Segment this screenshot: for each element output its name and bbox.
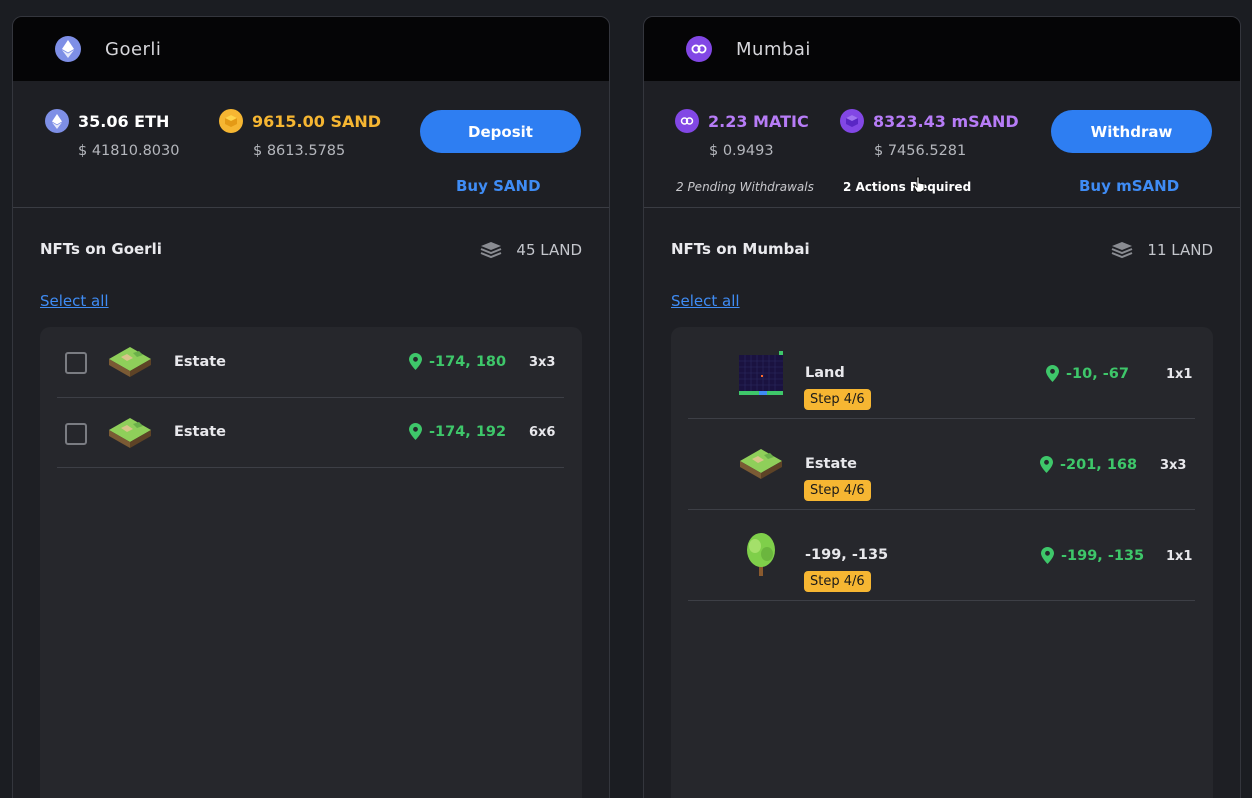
item-size: 6x6 [529,425,556,440]
polygon-icon [686,36,712,62]
actions-required[interactable]: 2 Actions Required [843,180,972,194]
polygon-icon [675,109,699,133]
ethereum-icon [45,109,69,133]
nfts-header: NFTs on Goerli 45 LAND [13,208,609,294]
goerli-wallet: 35.06 ETH $ 41810.8030 9615.00 SAND $ 86… [13,81,609,208]
buy-sand-link[interactable]: Buy SAND [456,177,541,195]
step-badge: Step 4/6 [804,480,871,501]
location-pin-icon [1041,547,1054,564]
layers-icon [1112,242,1133,259]
nft-list: Estate -174, 180 3x3 Estate -174, 192 6x… [40,327,582,798]
item-coords: -174, 192 [409,423,506,440]
nfts-title: NFTs on Goerli [40,240,162,258]
location-pin-icon [409,353,422,370]
land-count: 11 LAND [1111,241,1213,259]
msand-balance: 8323.43 mSAND [840,109,1019,133]
item-coords-label: -174, 192 [429,423,507,440]
nfts-title: NFTs on Mumbai [671,240,810,258]
item-size: 3x3 [529,355,556,370]
mumbai-header: Mumbai [644,17,1240,81]
land-count: 45 LAND [480,241,582,259]
land-count-label: 11 LAND [1147,241,1213,259]
tree-icon [743,532,779,582]
step-badge: Step 4/6 [804,571,871,592]
location-pin-icon [409,423,422,440]
location-pin-icon [1040,456,1053,473]
list-item[interactable]: Estate Step 4/6 -201, 168 3x3 [688,419,1195,510]
list-item[interactable]: Land Step 4/6 -10, -67 1x1 [688,327,1195,419]
item-checkbox[interactable] [65,352,87,374]
land-map-icon [737,351,785,403]
network-name: Mumbai [736,38,811,60]
mumbai-wallet: 2.23 MATIC $ 0.9493 8323.43 mSAND $ 7456… [644,81,1240,208]
list-item[interactable]: -199, -135 Step 4/6 -199, -135 1x1 [688,510,1195,601]
deposit-button[interactable]: Deposit [420,110,581,153]
item-coords-label: -174, 180 [429,353,507,370]
item-coords-label: -10, -67 [1066,365,1129,382]
step-badge: Step 4/6 [804,389,871,410]
goerli-panel: Goerli 35.06 ETH $ 41810.8030 9615.00 SA… [12,16,610,798]
select-all-link[interactable]: Select all [671,292,740,310]
estate-tile-icon [107,416,153,454]
msand-amount: 8323.43 mSAND [873,111,1019,131]
select-all-link[interactable]: Select all [40,292,109,310]
item-coords: -201, 168 [1040,456,1137,473]
msand-usd-value: $ 7456.5281 [874,143,967,159]
item-size: 3x3 [1160,458,1187,473]
sand-usd-value: $ 8613.5785 [253,143,346,159]
network-name: Goerli [105,38,162,60]
buy-msand-link[interactable]: Buy mSAND [1079,177,1180,195]
eth-balance: 35.06 ETH [45,109,169,133]
nfts-header: NFTs on Mumbai 11 LAND [644,208,1240,294]
item-name: Land [805,365,845,381]
item-coords: -199, -135 [1041,547,1144,564]
mumbai-panel: Mumbai 2.23 MATIC $ 0.9493 8323.43 mSAND… [643,16,1241,798]
withdraw-button[interactable]: Withdraw [1051,110,1212,153]
layers-icon [481,242,502,259]
goerli-header: Goerli [13,17,609,81]
sand-token-icon [219,109,243,133]
item-name: -199, -135 [805,547,889,563]
eth-amount: 35.06 ETH [78,111,170,131]
sand-balance: 9615.00 SAND [219,109,381,133]
location-pin-icon [1046,365,1059,382]
matic-amount: 2.23 MATIC [708,111,809,131]
item-checkbox[interactable] [65,423,87,445]
item-coords: -10, -67 [1046,365,1129,382]
matic-balance: 2.23 MATIC [675,109,809,133]
item-coords-label: -199, -135 [1061,547,1145,564]
eth-usd-value: $ 41810.8030 [78,143,180,159]
item-coords-label: -201, 168 [1060,456,1138,473]
land-count-label: 45 LAND [516,241,582,259]
pending-withdrawals[interactable]: 2 Pending Withdrawals [676,180,814,194]
list-item[interactable]: Estate -174, 180 3x3 [57,327,564,398]
estate-tile-icon [738,447,784,485]
item-size: 1x1 [1166,367,1193,382]
matic-usd-value: $ 0.9493 [709,143,774,159]
msand-token-icon [840,109,864,133]
list-item[interactable]: Estate -174, 192 6x6 [57,398,564,468]
item-size: 1x1 [1166,549,1193,564]
sand-amount: 9615.00 SAND [252,111,382,131]
item-name: Estate [805,456,858,472]
item-name: Estate [174,354,227,370]
pointer-cursor-icon [914,176,925,193]
item-coords: -174, 180 [409,353,506,370]
nft-list: Land Step 4/6 -10, -67 1x1 Estate Step 4… [671,327,1213,798]
item-name: Estate [174,424,227,440]
ethereum-icon [55,36,81,62]
estate-tile-icon [107,345,153,383]
